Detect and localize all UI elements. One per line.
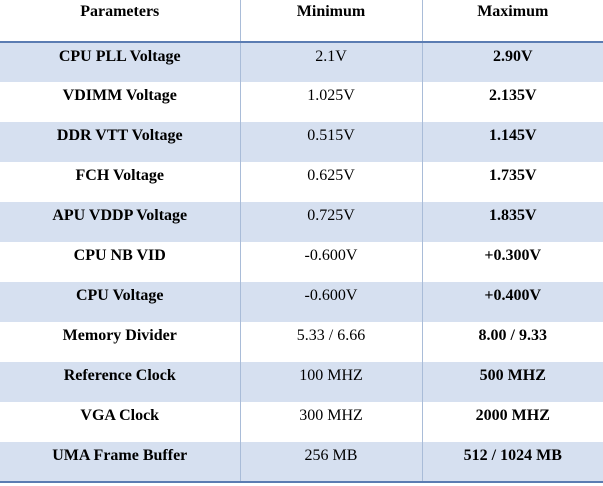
maximum-cell: +0.400V [421, 282, 603, 322]
table-row: FCH Voltage 0.625V 1.735V [0, 162, 603, 202]
table-row: VGA Clock 300 MHZ 2000 MHZ [0, 402, 603, 442]
maximum-cell: +0.300V [421, 242, 603, 282]
parameter-cell: VDIMM Voltage [0, 82, 240, 122]
header-row: Parameters Minimum Maximum [0, 0, 603, 43]
minimum-cell: 0.515V [239, 122, 422, 162]
table-row: Memory Divider 5.33 / 6.66 8.00 / 9.33 [0, 322, 603, 362]
table-row: Reference Clock 100 MHZ 500 MHZ [0, 362, 603, 402]
maximum-cell: 1.835V [421, 202, 603, 242]
minimum-cell: 0.625V [239, 162, 422, 202]
minimum-cell: 300 MHZ [239, 402, 422, 442]
parameter-cell: DDR VTT Voltage [0, 122, 240, 162]
parameter-cell: APU VDDP Voltage [0, 202, 240, 242]
maximum-cell: 1.735V [421, 162, 603, 202]
maximum-cell: 512 / 1024 MB [421, 442, 603, 483]
parameter-cell: UMA Frame Buffer [0, 442, 240, 483]
minimum-cell: -0.600V [239, 242, 422, 282]
maximum-cell: 500 MHZ [421, 362, 603, 402]
table-row: CPU Voltage -0.600V +0.400V [0, 282, 603, 322]
maximum-cell: 8.00 / 9.33 [421, 322, 603, 362]
parameter-cell: CPU NB VID [0, 242, 240, 282]
table-row: APU VDDP Voltage 0.725V 1.835V [0, 202, 603, 242]
minimum-cell: 100 MHZ [239, 362, 422, 402]
header-maximum: Maximum [421, 0, 603, 43]
table-row: CPU NB VID -0.600V +0.300V [0, 242, 603, 282]
table-row: VDIMM Voltage 1.025V 2.135V [0, 82, 603, 122]
minimum-cell: -0.600V [239, 282, 422, 322]
table-row: CPU PLL Voltage 2.1V 2.90V [0, 42, 603, 82]
parameter-cell: Reference Clock [0, 362, 240, 402]
minimum-cell: 1.025V [239, 82, 422, 122]
parameter-cell: VGA Clock [0, 402, 240, 442]
header-parameters: Parameters [0, 0, 240, 43]
parameter-cell: CPU Voltage [0, 282, 240, 322]
maximum-cell: 1.145V [421, 122, 603, 162]
maximum-cell: 2.135V [421, 82, 603, 122]
maximum-cell: 2.90V [421, 42, 603, 82]
parameter-cell: Memory Divider [0, 322, 240, 362]
table-row: DDR VTT Voltage 0.515V 1.145V [0, 122, 603, 162]
maximum-cell: 2000 MHZ [421, 402, 603, 442]
parameter-cell: FCH Voltage [0, 162, 240, 202]
header-minimum: Minimum [239, 0, 422, 43]
minimum-cell: 0.725V [239, 202, 422, 242]
minimum-cell: 256 MB [239, 442, 422, 483]
parameter-cell: CPU PLL Voltage [0, 42, 240, 82]
minimum-cell: 2.1V [239, 42, 422, 82]
table-row: UMA Frame Buffer 256 MB 512 / 1024 MB [0, 442, 603, 483]
minimum-cell: 5.33 / 6.66 [239, 322, 422, 362]
